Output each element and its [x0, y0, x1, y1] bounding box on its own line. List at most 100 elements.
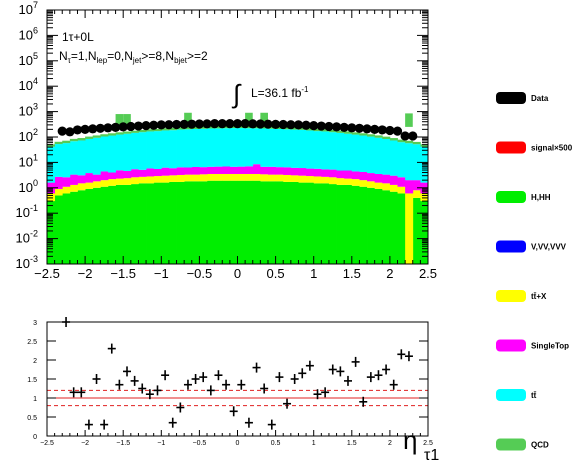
bar-QCD [222, 125, 231, 129]
selection-label-part: =1,N [71, 49, 97, 63]
legend-swatch [496, 141, 526, 154]
bar-tt̄ [107, 135, 116, 173]
data-point [149, 120, 159, 130]
bar-tt̄+X [420, 193, 429, 202]
bar-SingleTop [298, 168, 307, 176]
bar-tt̄+X [222, 173, 231, 181]
selection-label-part: >=2 [187, 49, 208, 63]
bar-H,HH [252, 180, 261, 264]
bar-tt̄ [260, 128, 269, 167]
legend-swatch [496, 240, 526, 253]
bar-H,HH [191, 181, 200, 264]
bar-tt̄ [92, 137, 101, 175]
data-point [339, 122, 349, 132]
bar-tt̄ [222, 128, 231, 167]
bar-SingleTop [229, 166, 238, 174]
bar-tt̄+X [321, 176, 330, 184]
x-tick-label: 0.5 [267, 266, 285, 281]
data-points [57, 119, 418, 141]
data-point [324, 121, 334, 132]
bar-QCD [252, 126, 261, 129]
bar-tt̄ [199, 128, 208, 168]
y-tick-exponent: 1 [33, 152, 38, 162]
y-tick-label: 10-3 [16, 254, 38, 271]
x-tick-label: 0.5 [271, 440, 281, 447]
bar-H,HH [321, 183, 330, 264]
data-point [286, 120, 296, 130]
bar-H,HH [115, 184, 124, 264]
bar-H,HH [199, 181, 208, 264]
bar-tt̄ [130, 132, 139, 170]
data-point [263, 119, 273, 129]
y-tick-exponent: -3 [30, 254, 38, 264]
bar-SingleTop [153, 168, 162, 177]
data-point [354, 123, 365, 133]
x-tick-label: 2 [388, 440, 392, 447]
bar-H,HH [47, 201, 56, 264]
bar-H,HH [222, 180, 231, 264]
bar-tt̄+X [207, 173, 216, 181]
bar-tt̄ [62, 143, 71, 178]
bar-tt̄+X [351, 179, 360, 186]
data-point [347, 123, 357, 133]
data-point [301, 120, 311, 130]
top-axes: 10-310-210-1100101102103104105106107−2.5… [16, 0, 438, 281]
bar-QCD [344, 131, 353, 134]
data-point [110, 122, 121, 132]
bar-SingleTop [359, 171, 368, 181]
x-tick-label: 1 [312, 440, 316, 447]
bar-H,HH [54, 195, 63, 264]
bar-QCD [146, 129, 155, 132]
bar-QCD [359, 133, 368, 136]
data-point [248, 119, 258, 129]
bar-tt̄ [214, 128, 223, 167]
legend-swatch [496, 290, 526, 302]
ratio-points [62, 317, 413, 430]
bar-tt̄+X [123, 178, 132, 185]
bar-QCD [130, 130, 139, 133]
bar-SingleTop [207, 166, 216, 174]
bar-QCD [199, 126, 208, 129]
x-tick-label: 1.5 [347, 440, 357, 447]
overlay-bin [245, 112, 253, 127]
y-tick-label: 103 [19, 102, 38, 119]
data-point [362, 124, 372, 134]
data-point [255, 119, 265, 129]
bar-QCD [405, 140, 414, 144]
bar-QCD [260, 126, 269, 129]
bar-H,HH [283, 181, 292, 264]
bar-tt̄ [412, 144, 421, 181]
y-tick-label: 104 [19, 76, 38, 93]
data-point [202, 119, 212, 129]
bar-H,HH [77, 190, 86, 264]
bar-H,HH [420, 201, 429, 264]
data-point [164, 120, 174, 130]
bar-tt̄+X [107, 179, 116, 186]
y-tick-label: 3 [33, 320, 37, 327]
bar-H,HH [229, 180, 238, 264]
x-axis-title: η τ1 [403, 425, 439, 464]
x-tick-label: −1 [157, 440, 165, 447]
x-tick-label: 1.5 [343, 266, 361, 281]
data-point [179, 119, 189, 129]
y-tick-label: 0 [33, 434, 37, 441]
bar-tt̄+X [85, 182, 94, 189]
y-tick-label: 1 [33, 396, 37, 403]
bar-tt̄ [123, 133, 132, 171]
bar-tt̄+X [100, 180, 109, 187]
bar-H,HH [382, 190, 391, 264]
bar-tt̄ [328, 132, 337, 170]
bar-H,HH [130, 184, 139, 264]
bar-tt̄ [207, 128, 216, 167]
bar-SingleTop [199, 167, 208, 175]
bar-tt̄+X [54, 188, 63, 196]
x-tick-label: −2 [81, 440, 89, 447]
bar-QCD [306, 128, 315, 131]
bar-H,HH [313, 183, 322, 264]
bar-tt̄ [245, 128, 254, 167]
data-point [95, 123, 105, 133]
y-tick-label: 0.5 [27, 415, 37, 422]
bar-QCD [168, 127, 177, 131]
bar-SingleTop [77, 175, 86, 184]
